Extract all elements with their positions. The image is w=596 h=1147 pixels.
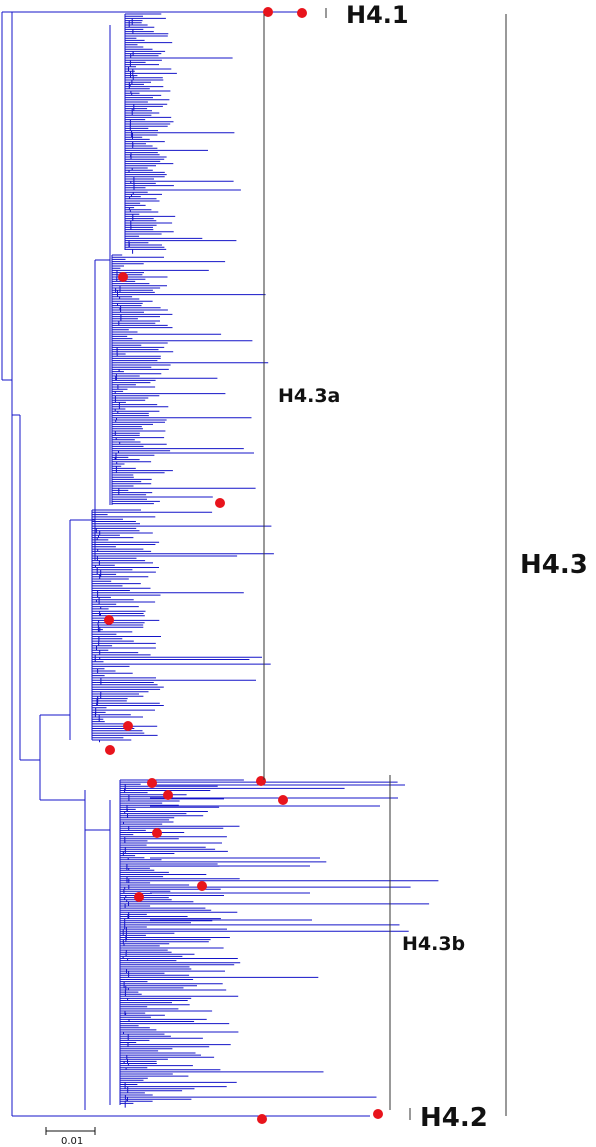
tree-backbone — [1, 11, 370, 1117]
leaf-cluster — [120, 779, 439, 1108]
marker — [152, 828, 162, 838]
marker — [118, 272, 128, 282]
leaf-cluster — [92, 509, 274, 743]
major-split-top — [12, 414, 41, 800]
sample-markers — [104, 7, 383, 1124]
marker — [147, 778, 157, 788]
marker — [263, 7, 273, 17]
marker — [373, 1109, 383, 1119]
scale-bar — [45, 1127, 96, 1135]
clade-label-h41: H4.1 — [346, 1, 409, 29]
marker — [197, 881, 207, 891]
marker — [163, 790, 173, 800]
long-branches — [150, 784, 405, 921]
marker — [105, 745, 115, 755]
leaf-cluster — [112, 254, 269, 505]
marker — [257, 1114, 267, 1124]
scale-bar-label: 0.01 — [61, 1136, 83, 1147]
clade-label-h43a: H4.3a — [278, 385, 340, 407]
marker — [104, 615, 114, 625]
leaf-cluster — [125, 13, 241, 254]
clade-label-h43b: H4.3b — [402, 933, 465, 955]
marker — [297, 8, 307, 18]
h43a-stem — [40, 25, 111, 740]
marker — [278, 795, 288, 805]
h43b-stem — [40, 790, 111, 1110]
tree-leaves — [91, 13, 439, 1108]
clade-label-h42: H4.2 — [420, 1103, 488, 1133]
root-split — [1, 11, 264, 1117]
marker — [215, 498, 225, 508]
marker — [123, 721, 133, 731]
marker — [134, 892, 144, 902]
clade-brackets — [263, 8, 507, 1120]
clade-label-h43: H4.3 — [520, 550, 588, 580]
